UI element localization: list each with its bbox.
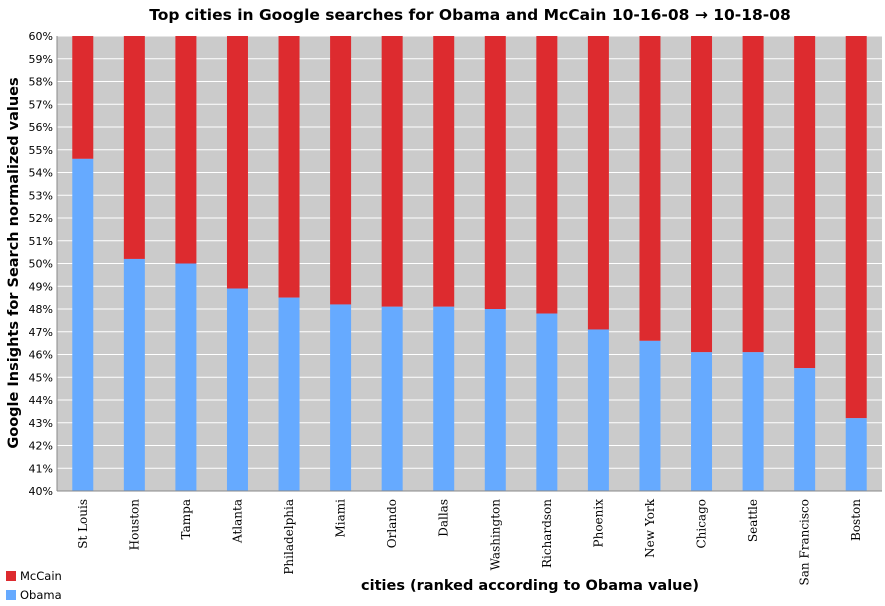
x-tick-label: Boston [849,499,863,541]
bar-mccain [794,36,816,369]
bar-obama [72,158,94,491]
bar-mccain [278,36,300,298]
y-tick-label: 58% [29,76,53,89]
bar-obama [175,263,197,491]
bar-obama [536,313,558,491]
y-tick-label: 40% [29,485,53,498]
x-tick-label: Chicago [695,499,709,549]
x-tick-label: Houston [127,499,141,551]
x-tick-label: Richardson [540,499,554,568]
bar-mccain [742,36,764,353]
y-tick-label: 57% [29,98,53,111]
bar-mccain [484,36,506,309]
y-tick-label: 46% [29,349,53,362]
x-tick-label: Tampa [179,499,193,539]
y-tick-label: 48% [29,303,53,316]
y-tick-label: 43% [29,417,53,430]
y-tick-label: 45% [29,371,53,384]
chart-title: Top cities in Google searches for Obama … [149,6,791,24]
bar-mccain [381,36,403,307]
legend-label-obama: Obama [20,587,62,602]
x-tick-label: Philadelphia [282,499,296,575]
bar-mccain [691,36,713,353]
bar-obama [639,340,661,491]
bar-mccain [72,36,94,159]
x-tick-label: Dallas [437,499,451,537]
y-tick-label: 44% [29,394,53,407]
bar-mccain [639,36,661,341]
y-tick-label: 50% [29,258,53,271]
y-tick-label: 60% [29,30,53,43]
bar-mccain [587,36,609,330]
y-tick-label: 49% [29,280,53,293]
y-tick-label: 41% [29,462,53,475]
bar-obama [587,329,609,491]
legend: McCain Obama [6,566,62,604]
y-tick-label: 54% [29,167,53,180]
bar-mccain [536,36,558,314]
bar-obama [433,306,455,491]
x-tick-label: Orlando [385,499,399,548]
bar-obama [845,418,867,491]
bar-mccain [123,36,145,259]
y-tick-label: 47% [29,326,53,339]
y-tick-label: 52% [29,212,53,225]
bar-obama [123,258,145,491]
bar-obama [381,306,403,491]
bar-obama [330,304,352,491]
y-tick-label: 42% [29,440,53,453]
bar-obama [226,288,248,491]
bar-obama [484,309,506,491]
x-tick-label: San Francisco [798,499,812,586]
bar-mccain [845,36,867,419]
bar-mccain [175,36,197,264]
legend-swatch-mccain [6,570,16,581]
legend-item-obama: Obama [6,585,62,604]
bar-mccain [226,36,248,289]
x-tick-label: Seattle [746,499,760,542]
y-tick-label: 59% [29,53,53,66]
x-tick-label: St Louis [76,499,90,549]
y-tick-label: 56% [29,121,53,134]
legend-swatch-obama [6,589,16,600]
bar-obama [794,368,816,491]
legend-item-mccain: McCain [6,566,62,585]
x-tick-label: Washington [488,499,502,571]
bar-mccain [433,36,455,307]
bar-mccain [330,36,352,305]
y-tick-label: 55% [29,144,53,157]
x-axis-label: cities (ranked according to Obama value) [361,578,699,594]
y-tick-label: 51% [29,235,53,248]
x-tick-label: New York [643,498,657,558]
x-tick-label: Atlanta [230,499,244,544]
legend-label-mccain: McCain [20,568,62,583]
x-tick-label: Phoenix [591,499,605,548]
bar-obama [742,352,764,491]
bar-obama [691,352,713,491]
bar-obama [278,297,300,491]
x-tick-label: Miami [334,499,348,538]
y-tick-label: 53% [29,189,53,202]
